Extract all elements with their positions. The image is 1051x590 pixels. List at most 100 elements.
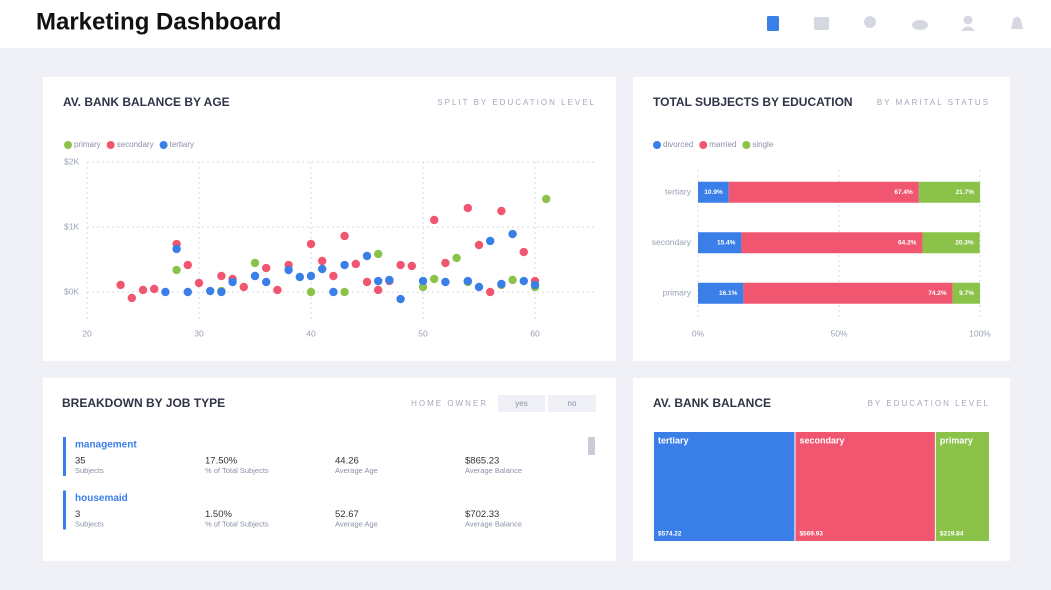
scatter-point <box>508 229 517 239</box>
scrollbar[interactable] <box>588 437 595 455</box>
scatter-point <box>127 293 136 303</box>
scatter-point <box>351 259 360 269</box>
stat-label: % of Total Subjects <box>205 466 269 475</box>
item-accent <box>63 437 66 476</box>
scatter-point <box>430 274 439 284</box>
cell-label: primary <box>940 435 973 445</box>
legend-swatch <box>653 141 661 149</box>
legend-swatch <box>64 141 72 149</box>
scatter-point <box>374 276 383 286</box>
scatter-point <box>486 287 495 297</box>
value-label: 64.2% <box>898 239 917 246</box>
icon-archive[interactable] <box>814 17 829 30</box>
stat-label: Subjects <box>75 466 104 475</box>
scatter-point <box>362 251 372 261</box>
filter-option[interactable]: yes <box>515 399 527 408</box>
legend-label: divorced <box>663 140 693 149</box>
x-tick-label: 0% <box>692 328 705 338</box>
scatter-point <box>295 272 304 282</box>
stat-value: 44.26 <box>335 456 359 467</box>
bar-segment <box>698 181 729 203</box>
scatter-point <box>172 265 181 275</box>
treemap-cell <box>935 432 989 541</box>
category-label: secondary <box>652 237 692 247</box>
icon-location[interactable] <box>864 16 876 28</box>
bar-segment <box>728 181 919 203</box>
stat-value: 52.67 <box>335 509 359 520</box>
card-subtitle: BY MARITAL STATUS <box>877 98 990 107</box>
value-label: 21.7% <box>956 189 975 196</box>
card-subtitle: BY EDUCATION LEVEL <box>868 399 990 408</box>
x-tick-label: 50% <box>830 328 847 338</box>
filter-button[interactable] <box>548 395 596 412</box>
scatter-point <box>441 277 450 287</box>
scatter-point <box>508 275 517 285</box>
legend-swatch <box>106 141 115 149</box>
scatter-point <box>396 260 405 270</box>
scatter-point <box>150 284 159 294</box>
scatter-point <box>374 285 383 295</box>
scatter-point <box>206 286 215 296</box>
stat-label: Average Age <box>335 466 378 475</box>
icon-clipboard[interactable] <box>767 16 779 31</box>
x-tick-label: 50 <box>418 328 428 338</box>
card-subtitle: SPLIT BY EDUCATION LEVEL <box>437 98 596 107</box>
scatter-point <box>519 247 528 257</box>
stat-label: % of Total Subjects <box>205 519 269 528</box>
scatter-point <box>306 271 316 281</box>
filter-button[interactable] <box>498 395 545 412</box>
item-accent <box>63 490 66 530</box>
cell-value: $574.22 <box>658 531 682 538</box>
icon-cloud[interactable] <box>912 20 928 30</box>
treemap-cell <box>795 432 935 541</box>
stat-value: 3 <box>75 509 80 520</box>
scatter-point <box>519 276 528 286</box>
scatter-point <box>374 249 383 259</box>
card-title: AV. BANK BALANCE BY AGE <box>63 95 230 109</box>
scatter-point <box>239 282 248 292</box>
scatter-point <box>318 264 327 274</box>
cell-value: $569.93 <box>799 531 823 538</box>
x-tick-label: 30 <box>194 328 204 338</box>
stat-value: $865.23 <box>465 456 499 467</box>
stat-label: Average Balance <box>465 519 522 528</box>
scatter-point <box>183 287 192 297</box>
icon-user[interactable] <box>963 15 973 25</box>
scatter-point <box>497 279 506 289</box>
icon-bell[interactable] <box>1011 16 1023 30</box>
y-tick-label: $2K <box>64 156 79 166</box>
card <box>43 77 616 361</box>
filter-option[interactable]: no <box>568 399 577 408</box>
scatter-point <box>385 275 394 285</box>
value-label: 9.7% <box>959 290 974 297</box>
scatter-point <box>329 287 338 297</box>
scatter-point <box>530 280 540 290</box>
scatter-point <box>138 285 148 295</box>
scatter-point <box>340 260 349 270</box>
header-bar <box>0 0 1051 48</box>
bar-segment <box>952 282 980 304</box>
scatter-point <box>273 285 282 295</box>
scatter-point <box>362 277 372 287</box>
x-tick-label: 100% <box>969 328 991 338</box>
scatter-point <box>161 287 170 297</box>
legend-swatch <box>159 141 168 149</box>
scatter-point <box>340 287 349 297</box>
job-name: management <box>75 440 137 451</box>
scatter-point <box>228 277 237 287</box>
scatter-point <box>262 277 271 287</box>
scatter-point <box>463 276 472 286</box>
scatter-point <box>318 256 327 266</box>
filter-label: HOME OWNER <box>411 399 488 408</box>
card-title: BREAKDOWN BY JOB TYPE <box>62 396 225 410</box>
legend-label: tertiary <box>170 140 194 149</box>
stat-label: Subjects <box>75 519 104 528</box>
y-tick-label: $0K <box>64 286 79 296</box>
legend-label: married <box>709 140 736 149</box>
x-tick-label: 60 <box>530 328 540 338</box>
card <box>633 77 1010 361</box>
x-tick-label: 20 <box>82 328 92 338</box>
cell-value: $219.84 <box>940 531 964 538</box>
bar-segment <box>741 232 923 254</box>
